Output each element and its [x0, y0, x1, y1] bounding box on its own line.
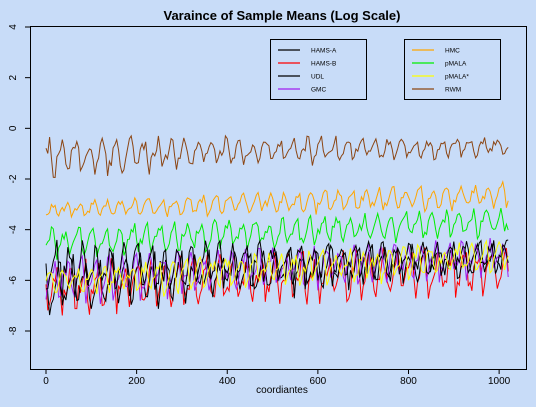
- series-line-hams-a: [45, 239, 509, 316]
- y-tick-label: 4: [8, 24, 19, 30]
- chart-title: Varaince of Sample Means (Log Scale): [164, 8, 401, 23]
- series-line-hams-b: [45, 247, 509, 316]
- legend-label: HAMS-B: [311, 61, 336, 68]
- legend-label: pMALA*: [445, 74, 469, 81]
- legend-label: HMC: [445, 48, 460, 55]
- y-tick-label: -6: [8, 275, 19, 284]
- legend-label: RWM: [445, 87, 461, 94]
- series-line-pmala-: [45, 239, 509, 297]
- y-tick-label: -4: [8, 225, 19, 234]
- y-tick-label: -2: [8, 174, 19, 183]
- series-line-rwm: [45, 134, 509, 179]
- legend-layer: HAMS-A HAMS-B UDL GMC HMC pMALA pMALA* RWM: [270, 39, 501, 100]
- legend-label: HAMS-A: [311, 48, 337, 55]
- x-tick-label: 0: [43, 376, 49, 387]
- x-axis-label: coordiantes: [256, 385, 308, 396]
- x-tick-label: 1000: [488, 376, 511, 387]
- series-layer: [45, 134, 509, 316]
- series-line-pmala: [45, 208, 509, 260]
- y-tick-label: -8: [8, 326, 19, 335]
- y-tick-label: 2: [8, 74, 19, 80]
- y-tick-label: 0: [8, 125, 19, 131]
- series-line-hmc: [45, 180, 509, 219]
- x-tick-label: 800: [400, 376, 417, 387]
- x-tick-label: 400: [219, 376, 236, 387]
- legend-label: GMC: [311, 87, 326, 94]
- legend-box: [404, 39, 501, 100]
- x-tick-label: 200: [128, 376, 145, 387]
- x-tick-label: 600: [310, 376, 327, 387]
- legend-box: [270, 39, 367, 100]
- legend-label: UDL: [311, 74, 324, 81]
- legend-label: pMALA: [445, 61, 467, 68]
- axis-layer: 0 200 400 600 800 1000 -8 -6 -4 -2 0 2 4: [8, 24, 511, 387]
